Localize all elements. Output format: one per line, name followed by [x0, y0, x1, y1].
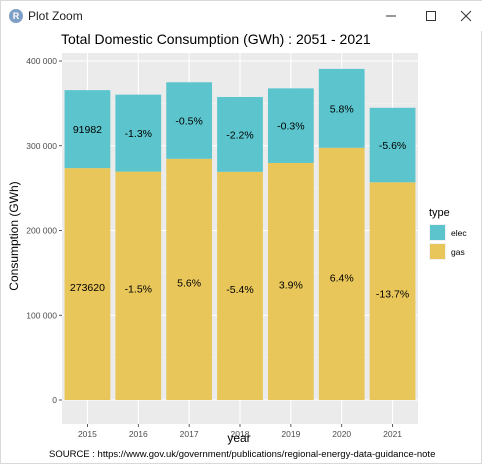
x-tick-label: 2018 — [231, 429, 250, 439]
bar-elec-2019 — [267, 88, 314, 163]
bar-gas-2018 — [217, 171, 263, 400]
data-label-gas-2020: 6.4% — [330, 272, 354, 284]
y-tick-label: 100 000 — [26, 310, 57, 320]
bar-gas-2020 — [318, 147, 365, 400]
y-tick-label: 200 000 — [26, 226, 57, 236]
x-tick-label: 2021 — [383, 429, 402, 439]
title-bar[interactable]: R Plot Zoom — [1, 1, 482, 31]
close-button[interactable] — [446, 1, 482, 31]
bar-elec-2021 — [369, 107, 416, 183]
bar-elec-2015 — [64, 90, 111, 169]
data-label-elec-2019: -0.3% — [277, 121, 304, 133]
data-label-elec-2021: -5.6% — [379, 140, 406, 152]
y-tick-label: 400 000 — [26, 56, 57, 66]
close-icon — [460, 10, 472, 22]
bar-elec-2017 — [166, 82, 213, 159]
data-label-gas-2018: -5.4% — [226, 284, 253, 296]
plot-area: Total Domestic Consumption (GWh) : 2051 … — [1, 31, 482, 464]
r-app-icon: R — [9, 9, 23, 23]
maximize-button[interactable] — [411, 1, 451, 31]
data-label-gas-2016: -1.5% — [125, 284, 152, 296]
bar-elec-2016 — [115, 94, 162, 172]
minimize-icon — [386, 15, 396, 17]
data-label-gas-2015: 273620 — [70, 282, 105, 294]
legend-title: type — [429, 207, 450, 219]
x-tick-label: 2016 — [129, 429, 148, 439]
chart-title: Total Domestic Consumption (GWh) : 2051 … — [61, 31, 371, 47]
x-tick-label: 2020 — [332, 429, 351, 439]
plot-panel: 0 100 000 200 000 300 000 400 000 273620 91982… — [26, 53, 418, 439]
maximize-icon — [426, 11, 436, 21]
bar-elec-2020 — [318, 68, 365, 148]
legend-label-elec: elec — [451, 228, 467, 238]
bar-gas-2019 — [267, 162, 314, 400]
data-label-gas-2019: 3.9% — [279, 280, 303, 292]
legend-swatch-gas — [430, 244, 445, 259]
window-title: Plot Zoom — [28, 9, 83, 23]
bar-gas-2015 — [64, 168, 111, 400]
data-label-gas-2017: 5.6% — [177, 278, 201, 290]
minimize-button[interactable] — [371, 1, 411, 31]
bar-gas-2017 — [166, 158, 213, 400]
bar-gas-2016 — [115, 171, 162, 400]
y-axis-label: Consumption (GWh) — [7, 181, 21, 290]
data-label-elec-2018: -2.2% — [226, 129, 253, 141]
y-tick-label: 0 — [52, 395, 57, 405]
y-tick-label: 300 000 — [26, 141, 57, 151]
x-tick-label: 2017 — [180, 429, 199, 439]
x-axis-label: year — [227, 431, 250, 445]
bar-elec-2018 — [217, 97, 263, 172]
data-label-elec-2017: -0.5% — [175, 116, 202, 128]
stacked-bar-chart: Total Domestic Consumption (GWh) : 2051 … — [7, 31, 467, 460]
data-label-gas-2021: -13.7% — [376, 289, 409, 301]
x-tick-label: 2015 — [78, 429, 97, 439]
x-tick-label: 2019 — [281, 429, 300, 439]
legend-label-gas: gas — [451, 247, 465, 257]
source-caption: SOURCE : https://www.gov.uk/government/p… — [49, 449, 435, 460]
data-label-elec-2015: 91982 — [73, 124, 102, 136]
data-label-elec-2020: 5.8% — [330, 103, 354, 115]
legend-swatch-elec — [430, 225, 445, 240]
bar-gas-2021 — [369, 182, 416, 400]
data-label-elec-2016: -1.3% — [125, 128, 152, 140]
